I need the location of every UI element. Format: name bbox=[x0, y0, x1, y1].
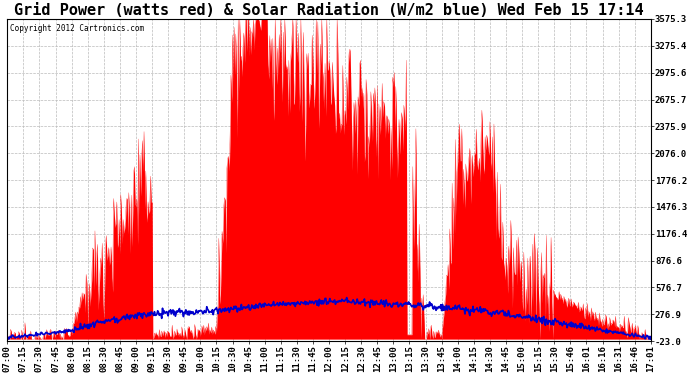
Title: Grid Power (watts red) & Solar Radiation (W/m2 blue) Wed Feb 15 17:14: Grid Power (watts red) & Solar Radiation… bbox=[14, 3, 644, 18]
Text: Copyright 2012 Cartronics.com: Copyright 2012 Cartronics.com bbox=[10, 24, 145, 33]
